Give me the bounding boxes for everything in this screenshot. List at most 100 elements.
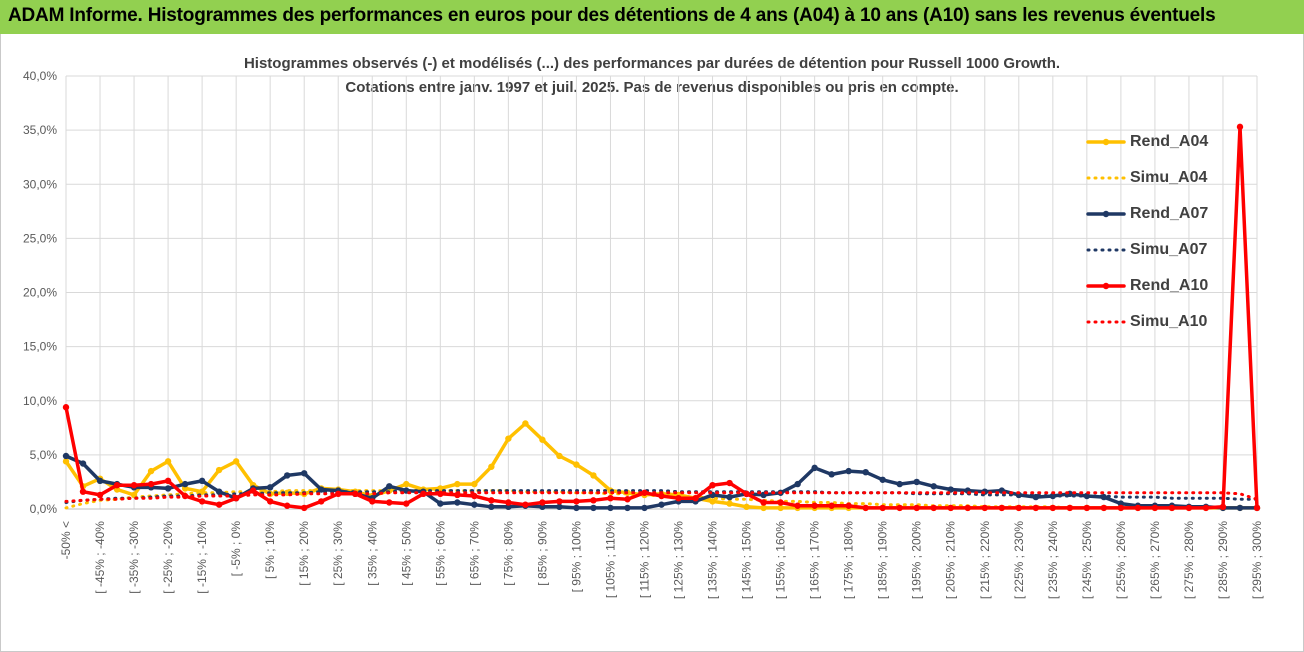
x-tick-label: [ 265% ; 270% [1148,521,1162,599]
data-point-rend-a10 [556,498,563,505]
data-point-rend-a10 [215,501,223,508]
legend-item-simu-a04: Simu_A04 [1080,166,1230,190]
data-point-rend-a10 [403,500,410,507]
legend-label: Simu_A10 [1130,313,1208,330]
data-point-rend-a07 [556,503,563,511]
x-tick-label: [ 85% ; 90% [535,521,549,586]
data-point-rend-a10 [386,499,393,506]
data-point-rend-a07 [947,486,954,493]
data-point-rend-a10 [198,498,206,505]
data-point-rend-a07 [896,480,903,488]
data-point-rend-a10 [607,494,614,502]
data-point-rend-a07 [386,483,393,490]
legend-label: Rend_A07 [1130,205,1209,222]
data-point-rend-a04 [573,461,580,468]
data-point-rend-a10 [879,504,886,512]
legend-item-simu-a07: Simu_A07 [1080,238,1230,262]
x-tick-label: [ 175% ; 180% [842,521,856,599]
data-point-rend-a04 [539,436,546,443]
data-point-rend-a10 [539,499,546,506]
legend-item-rend-a04: Rend_A04 [1080,130,1230,154]
x-tick-label: [ 105% ; 110% [603,521,617,598]
y-tick-label: 35,0% [23,123,57,137]
x-tick-label: [ -15% ; -10% [195,521,209,594]
data-point-rend-a10 [1168,504,1176,512]
x-tick-label: [ 45% ; 50% [399,521,413,586]
banner-title: ADAM Informe. Histogrammes des performan… [8,5,1216,26]
data-point-rend-a04 [164,458,172,465]
x-tick-label: [ 125% ; 130% [672,521,686,599]
x-tick-label: [ 145% ; 150% [740,521,754,599]
data-point-rend-a07 [726,493,733,501]
data-point-rend-a10 [641,489,648,496]
data-point-rend-a10 [760,499,767,506]
x-tick-label: [ 25% ; 30% [331,521,345,586]
x-tick-label: [ 155% ; 160% [774,521,788,599]
legend-label: Rend_A10 [1130,277,1209,294]
data-point-rend-a07 [437,500,444,507]
data-point-rend-a10 [913,504,920,512]
x-tick-label: [ 235% ; 240% [1046,521,1060,599]
data-point-rend-a10 [573,498,580,505]
data-point-rend-a10 [1185,504,1193,512]
data-point-rend-a10 [709,481,716,489]
data-point-rend-a10 [147,480,155,488]
y-tick-label: 25,0% [23,231,57,245]
x-tick-label: [ 245% ; 250% [1080,521,1094,599]
data-point-rend-a10 [692,494,699,502]
legend-label: Simu_A07 [1130,241,1208,258]
data-point-rend-a10 [624,496,631,503]
data-point-rend-a10 [1049,504,1057,512]
data-point-rend-a04 [522,420,529,427]
x-tick-label: [ 255% ; 260% [1114,521,1128,599]
legend-label: Simu_A04 [1130,169,1208,186]
data-point-rend-a04 [403,480,410,488]
x-tick-label: [ 35% ; 40% [365,521,379,586]
data-point-rend-a10 [266,498,274,505]
legend-swatch [1086,138,1126,146]
x-tick-label: [ 95% ; 100% [569,521,583,593]
x-tick-label: [ 65% ; 70% [467,521,481,586]
data-point-rend-a10 [675,494,682,502]
x-tick-label: [ 275% ; 280% [1182,521,1196,599]
data-point-rend-a07 [828,471,835,478]
data-point-rend-a10 [845,502,852,509]
data-point-rend-a10 [164,477,172,485]
x-tick-label: [ 215% ; 220% [978,521,992,599]
data-point-rend-a07 [488,503,495,511]
x-tick-label: [ 165% ; 170% [808,521,822,599]
data-point-rend-a07 [658,501,665,508]
data-point-rend-a04 [709,498,716,505]
legend-swatch [1086,176,1126,180]
legend-swatch [1086,248,1126,252]
data-point-rend-a07 [590,504,597,512]
data-point-rend-a10 [777,499,784,506]
data-point-rend-a07 [794,480,801,488]
data-point-rend-a07 [930,483,937,490]
data-point-rend-a07 [198,477,206,485]
legend-swatch [1086,320,1126,324]
x-tick-label: [ -25% ; -20% [161,521,175,594]
data-point-rend-a10 [471,492,478,500]
x-tick-label: [ 55% ; 60% [433,521,447,586]
data-point-rend-a10 [930,504,937,512]
x-tick-label: [ 195% ; 200% [910,521,924,599]
data-point-rend-a10 [522,501,529,508]
data-point-rend-a10 [505,499,512,506]
data-point-rend-a04 [505,435,512,442]
x-tick-label: [ -5% ; 0% [229,521,243,577]
x-tick-label: [ 295% ; 300% [1250,521,1264,599]
header-banner: ADAM Informe. Histogrammes des performan… [0,0,1304,34]
data-point-rend-a04 [454,480,461,488]
data-point-rend-a10 [1134,504,1142,512]
legend-swatch [1086,282,1126,290]
data-point-rend-a04 [215,466,223,474]
data-point-rend-a04 [760,504,767,512]
data-point-rend-a10 [964,504,971,512]
x-tick-label: [ 225% ; 230% [1012,521,1026,599]
data-point-rend-a07 [607,504,614,512]
data-point-rend-a10 [113,481,121,489]
data-point-rend-a10 [62,404,70,411]
data-point-rend-a07 [266,484,274,491]
